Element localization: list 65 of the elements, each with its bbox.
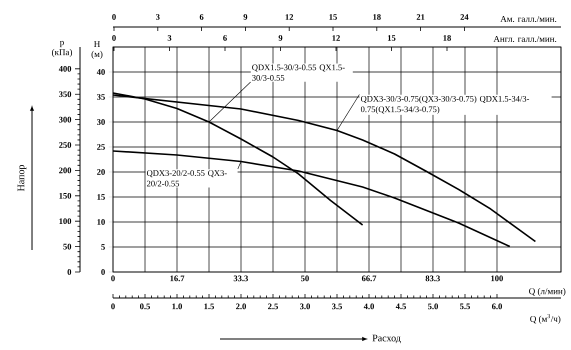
text: 24 <box>460 14 468 20</box>
y-tick-label: 30 <box>97 119 105 125</box>
series-label: QDX3-20/2-0.55 QX3-20/2-0.55 <box>146 170 227 186</box>
y-tick-label: 25 <box>97 144 105 150</box>
x-axis-title: Q (м$^{3}$/ч) <box>530 314 560 324</box>
x-tick-label: 5.0 <box>428 304 438 310</box>
x-tick-label: 4.5 <box>396 304 406 310</box>
x2-tick-label: 100 <box>491 276 503 282</box>
y2-tick-label: 350 <box>59 91 72 98</box>
y2-tick-label: 0 <box>68 269 72 275</box>
text: Ам. галл./мин. <box>500 16 556 22</box>
x2-tick-label: 0 <box>111 276 115 282</box>
y-tick-label: 40 <box>96 69 105 75</box>
text: 9 <box>244 14 248 20</box>
x2-tick-label: 50 <box>301 276 309 282</box>
y-axis-title: H (м) <box>92 41 102 59</box>
text: 3 <box>168 35 172 41</box>
x-tick-label: 6.0 <box>492 304 502 310</box>
text: QDX1.5-30/3-0.55 QX1.5-30/3-0.55 <box>252 64 345 81</box>
text: Расход <box>372 334 401 344</box>
y-tick-label: 5 <box>101 244 105 250</box>
y2-tick-label: 150 <box>59 192 72 199</box>
x-tick-label: 4.0 <box>364 304 374 310</box>
x2-tick-label: 83.3 <box>426 276 440 282</box>
y2-tick-label: 200 <box>59 168 72 174</box>
text: 12 <box>286 14 294 20</box>
text: Напор <box>18 164 26 192</box>
x2-axis-title: Q (л/мин) <box>529 288 566 296</box>
text: 0 <box>112 35 116 41</box>
text: 12 <box>332 35 340 41</box>
y-tick-label: 20 <box>97 169 105 175</box>
x-tick-label: 5.5 <box>460 304 470 310</box>
text: 18 <box>443 35 451 41</box>
text: 0 <box>112 14 116 20</box>
x2-tick-label: 16.7 <box>170 276 184 282</box>
y2-tick-label: 250 <box>59 142 72 148</box>
y-tick-label: 15 <box>97 194 105 200</box>
y-tick-label: 0 <box>101 269 105 275</box>
y-tick-label: 10 <box>97 219 105 225</box>
text: 6 <box>200 14 204 20</box>
text: 9 <box>278 35 282 41</box>
text: 21 <box>416 14 424 20</box>
text: 6 <box>223 35 227 41</box>
text: 15 <box>388 35 396 41</box>
y2-tick-label: 300 <box>59 116 72 122</box>
x-tick-label: 2.5 <box>268 304 278 310</box>
text: 18 <box>373 14 381 20</box>
text: QDX3-30/3-0.75(QX3-30/3-0.75) QDX1.5-34/3-0.75(QX1.5-34/3-0.75) <box>360 96 530 114</box>
text: 3 <box>156 14 160 20</box>
x-tick-label: 1.0 <box>172 304 182 310</box>
x-tick-label: 2.0 <box>236 304 246 310</box>
y2-tick-label: 100 <box>59 218 72 224</box>
x-tick-label: 0 <box>111 304 115 310</box>
text: Англ. галл./мин. <box>494 36 556 42</box>
x2-tick-label: 33.3 <box>234 276 248 282</box>
y-tick-label: 35 <box>97 94 105 100</box>
y2-axis-title: p (кПа) <box>52 40 72 58</box>
y2-tick-label: 400 <box>58 66 72 72</box>
x-tick-label: 3.5 <box>332 304 342 310</box>
x-tick-label: 0.5 <box>140 304 150 310</box>
x2-tick-label: 66.7 <box>362 276 376 282</box>
y2-tick-label: 50 <box>63 244 72 250</box>
x-tick-label: 1.5 <box>204 304 214 310</box>
text: 15 <box>329 14 337 20</box>
x-tick-label: 3.0 <box>300 304 310 310</box>
